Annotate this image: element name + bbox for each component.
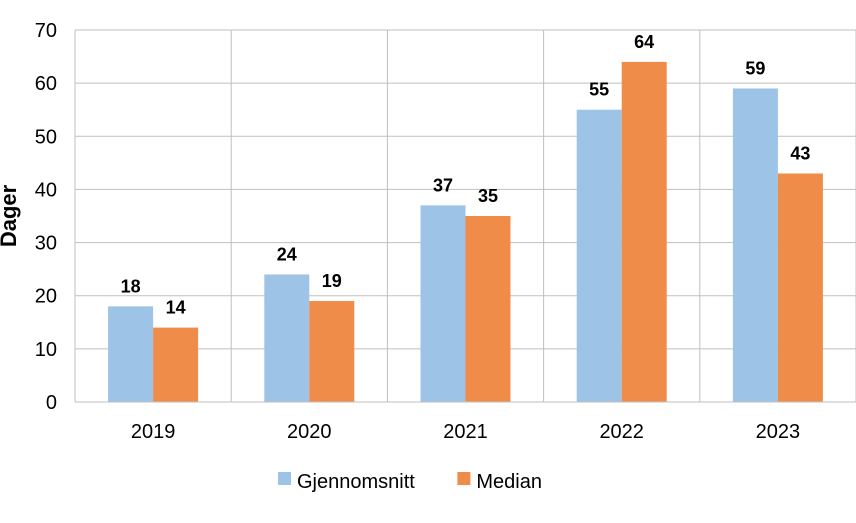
y-tick-label: 30 — [35, 233, 57, 255]
legend-label: Median — [476, 471, 542, 493]
y-tick-label: 70 — [35, 20, 57, 42]
bar-median-2021 — [465, 216, 511, 402]
bar-median-2019 — [153, 327, 199, 402]
data-label: 19 — [322, 271, 342, 291]
bar-gjennomsnitt-2023 — [732, 88, 778, 402]
data-label: 14 — [166, 298, 186, 318]
bar-gjennomsnitt-2020 — [264, 274, 310, 402]
y-tick-label: 50 — [35, 126, 57, 148]
data-label: 35 — [478, 186, 498, 206]
legend: Gjennomsnitt Median — [278, 471, 542, 493]
x-tick-label: 2021 — [443, 421, 488, 443]
x-tick-label: 2022 — [599, 421, 644, 443]
bar-median-2023 — [777, 173, 823, 402]
legend-swatch — [278, 472, 291, 485]
grid-lines — [74, 29, 856, 403]
data-label: 64 — [634, 32, 654, 52]
axes: 0 10 20 30 40 50 60 70 2019 2020 2021 2022 2023 — [35, 20, 856, 443]
y-tick-label: 10 — [35, 339, 57, 361]
bar-median-2020 — [309, 301, 355, 402]
x-tick-label: 2020 — [287, 421, 332, 443]
data-label: 24 — [277, 244, 297, 264]
legend-label: Gjennomsnitt — [297, 471, 415, 493]
bar-median-2022 — [621, 61, 667, 403]
data-labels: 18 14 24 19 37 35 55 64 59 43 — [121, 32, 811, 318]
y-tick-label: 40 — [35, 179, 57, 201]
legend-swatch — [457, 472, 471, 485]
y-tick-label: 20 — [35, 286, 57, 308]
data-label: 37 — [433, 175, 453, 195]
y-axis-title: Dager — [0, 184, 21, 247]
data-label: 43 — [790, 143, 810, 163]
data-label: 18 — [121, 276, 141, 296]
x-tick-label: 2023 — [756, 421, 801, 443]
bar-gjennomsnitt-2022 — [576, 109, 622, 402]
data-label: 55 — [589, 80, 609, 100]
bar-gjennomsnitt-2019 — [108, 306, 154, 402]
x-tick-label: 2019 — [131, 421, 176, 443]
data-label: 59 — [745, 58, 765, 78]
bars — [108, 61, 823, 403]
bar-gjennomsnitt-2021 — [420, 205, 466, 402]
y-tick-label: 60 — [35, 73, 57, 95]
y-tick-label: 0 — [46, 392, 57, 414]
